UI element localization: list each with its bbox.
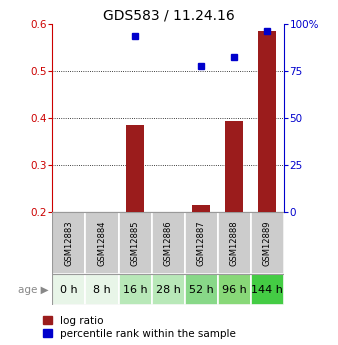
Text: 16 h: 16 h [123,285,147,295]
Bar [258,31,276,212]
Text: GSM12885: GSM12885 [130,220,140,266]
Bar [185,274,218,305]
Text: 144 h: 144 h [251,285,283,295]
Bar [225,120,243,212]
Bar [86,212,119,274]
Bar [52,212,86,274]
Bar [52,274,86,305]
Text: GSM12886: GSM12886 [164,220,173,266]
Text: GSM12889: GSM12889 [263,220,272,266]
Bar [251,212,284,274]
Bar [218,212,251,274]
Bar [192,205,210,212]
Text: 0 h: 0 h [60,285,78,295]
Bar [152,212,185,274]
Text: 28 h: 28 h [156,285,180,295]
Text: GDS583 / 11.24.16: GDS583 / 11.24.16 [103,9,235,23]
Text: age ▶: age ▶ [18,285,49,295]
Text: GSM12887: GSM12887 [197,220,206,266]
Bar [119,274,152,305]
Bar [86,274,119,305]
Bar [218,274,251,305]
Bar [152,274,185,305]
Bar [126,125,144,212]
Text: GSM12888: GSM12888 [230,220,239,266]
Text: 96 h: 96 h [222,285,247,295]
Bar [251,274,284,305]
Bar [119,212,152,274]
Text: GSM12884: GSM12884 [97,220,106,266]
Text: GSM12883: GSM12883 [65,220,73,266]
Bar [185,212,218,274]
Legend: log ratio, percentile rank within the sample: log ratio, percentile rank within the sa… [41,314,238,341]
Text: 52 h: 52 h [189,285,214,295]
Text: 8 h: 8 h [93,285,111,295]
